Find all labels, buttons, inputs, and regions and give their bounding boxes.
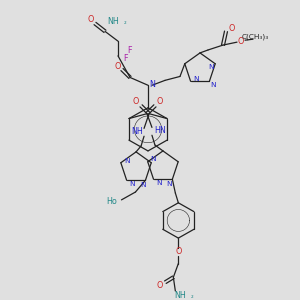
Text: O: O bbox=[156, 280, 163, 290]
Text: Ho: Ho bbox=[106, 197, 117, 206]
Text: N: N bbox=[141, 182, 146, 188]
Text: NH: NH bbox=[131, 127, 143, 136]
Text: N: N bbox=[193, 76, 198, 82]
Text: O: O bbox=[229, 24, 235, 33]
Text: O: O bbox=[157, 98, 163, 106]
Text: HN: HN bbox=[154, 126, 166, 135]
Text: N: N bbox=[156, 180, 161, 186]
Text: C(CH₃)₃: C(CH₃)₃ bbox=[242, 34, 268, 40]
Text: N: N bbox=[211, 82, 216, 88]
Text: N: N bbox=[150, 156, 155, 162]
Text: ₂: ₂ bbox=[191, 293, 194, 299]
Text: N: N bbox=[149, 80, 155, 89]
Text: NH: NH bbox=[107, 17, 119, 26]
Text: O: O bbox=[238, 37, 244, 46]
Text: N: N bbox=[167, 181, 172, 187]
Text: N: N bbox=[129, 181, 134, 187]
Text: O: O bbox=[88, 15, 94, 24]
Text: NH: NH bbox=[175, 291, 186, 300]
Text: O: O bbox=[175, 247, 182, 256]
Text: O: O bbox=[133, 98, 139, 106]
Text: N: N bbox=[208, 64, 214, 70]
Text: O: O bbox=[115, 62, 121, 71]
Text: F: F bbox=[128, 46, 132, 56]
Text: F: F bbox=[124, 54, 128, 63]
Text: N: N bbox=[124, 158, 130, 164]
Text: ₂: ₂ bbox=[124, 19, 126, 25]
